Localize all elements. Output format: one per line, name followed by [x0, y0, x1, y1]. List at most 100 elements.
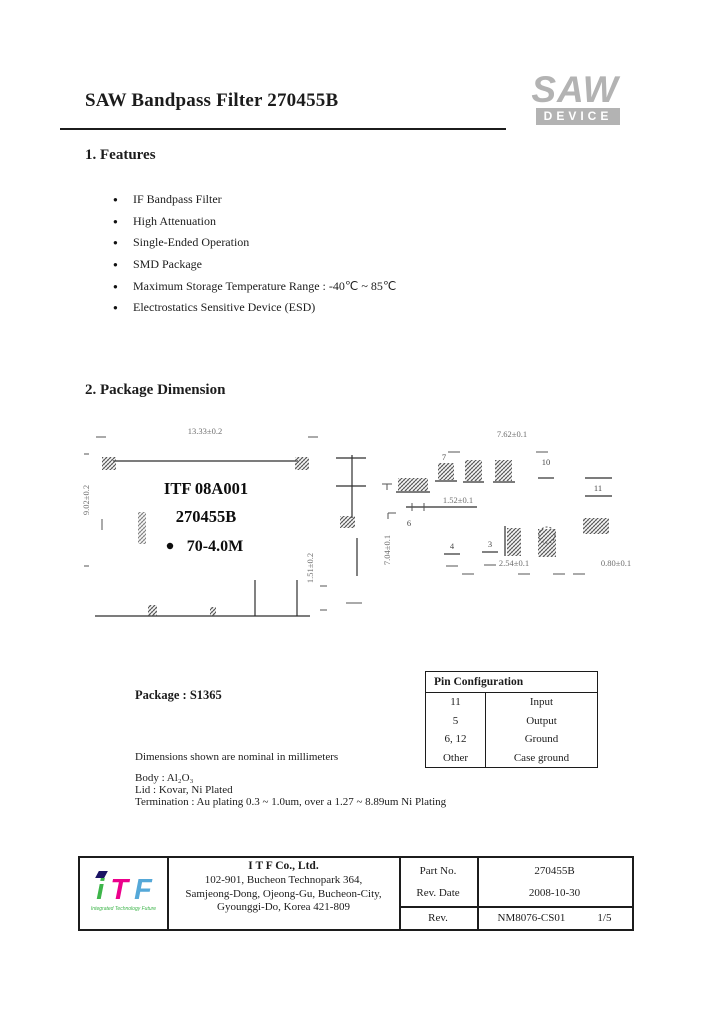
pin-number: Other: [442, 751, 469, 764]
dim-body-width: 13.33±0.2: [188, 426, 222, 436]
pin-label-6: 6: [407, 518, 411, 528]
itf-logo-letters: i T F: [95, 871, 152, 906]
note-termination: Termination : Au plating 0.3 ~ 1.0um, ov…: [135, 796, 447, 808]
saw-logo-word: SAW: [531, 69, 619, 110]
part-no-label: Part No.: [419, 865, 457, 877]
pad: [465, 460, 482, 481]
pin-function: Case ground: [485, 748, 597, 767]
corner-hatch: [295, 457, 309, 470]
address-line: Samjeong-Dong, Ojeong-Gu, Bucheon-City,: [185, 887, 382, 900]
list-item: ● Single-Ended Operation: [113, 232, 396, 254]
pin-number: 11: [450, 696, 461, 709]
pin-number: 6, 12: [444, 733, 467, 746]
dim-pad-row-width: 7.62±0.1: [497, 429, 527, 439]
itf-logo-accent: [95, 871, 109, 878]
company-address: I T F Co., Ltd. 102-901, Bucheon Technop…: [169, 860, 398, 915]
list-item: ● High Attenuation: [113, 211, 396, 233]
footer-divider: [167, 858, 169, 929]
pin-function: Input: [485, 693, 597, 712]
pin-label-11: 11: [594, 483, 602, 493]
pad: [438, 463, 454, 480]
pin-number: 5: [452, 714, 459, 727]
footer-divider: [477, 858, 479, 929]
pin-label-7: 7: [442, 452, 446, 462]
footer-divider: [399, 906, 632, 908]
saw-device-logo: SAW DEVICE: [524, 69, 626, 125]
address-line: Gyounggi-Do, Korea 421-809: [217, 901, 350, 914]
note-body-material: Body : Al₂O₃: [135, 772, 194, 784]
dim-pad-width: 0.80±0.1: [601, 558, 631, 568]
package-dimension-heading: 2. Package Dimension: [85, 382, 226, 398]
footer-divider: [399, 858, 401, 929]
side-hatch: [340, 516, 355, 528]
marking-line-1: ITF 08A001: [164, 479, 248, 498]
bullet-icon: ●: [113, 238, 118, 248]
feature-text: Maximum Storage Temperature Range : -40℃…: [133, 278, 397, 293]
feature-text: Single-Ended Operation: [133, 235, 250, 250]
footer-table: i T F Integrated Technology Future I T F…: [78, 856, 634, 931]
package-type-label: Package : S1365: [135, 688, 222, 702]
pad: [495, 460, 512, 481]
package-dimension-drawing: 13.33±0.2 ITF 08A001 270455B 70-4.0M 9.0…: [81, 426, 631, 617]
marking-line-3: 70-4.0M: [187, 538, 243, 555]
feature-text: IF Bandpass Filter: [133, 192, 222, 207]
bullet-icon: ●: [113, 281, 118, 291]
corner-hatch: [102, 457, 116, 470]
pin-function: Ground: [485, 730, 597, 749]
table-row: 6, 12 Ground: [426, 730, 597, 749]
bottom-hatch: [148, 605, 157, 616]
pin-configuration-table: Pin Configuration 11 Input 5 Output 6, 1…: [425, 671, 598, 768]
bullet-icon: ●: [113, 303, 118, 313]
title-divider: [60, 128, 506, 130]
bullet-icon: ●: [113, 216, 118, 226]
package-footprint-view: 7.62±0.1 7 10 11 1.52±0.1: [382, 429, 631, 575]
itf-letter-f: F: [134, 874, 152, 906]
list-item: ● SMD Package: [113, 254, 396, 276]
pad-outline: [538, 526, 556, 544]
package-top-view: 13.33±0.2 ITF 08A001 270455B 70-4.0M 9.0…: [81, 426, 366, 617]
rev-date-label: Rev. Date: [416, 887, 460, 899]
features-heading: 1. Features: [85, 147, 156, 163]
table-row: Other Case ground: [426, 748, 597, 767]
bullet-icon: ●: [113, 260, 118, 270]
feature-text: High Attenuation: [133, 213, 216, 228]
bullet-icon: ●: [113, 195, 118, 205]
pin-function: Output: [485, 711, 597, 730]
rev-date-value: 2008-10-30: [528, 887, 581, 899]
rev-value: NM8076-CS01: [497, 912, 566, 924]
list-item: ● IF Bandpass Filter: [113, 189, 396, 211]
note-lid-material: Lid : Kovar, Ni Plated: [135, 784, 233, 796]
package-side-view: [336, 455, 366, 604]
address-line: 102-901, Bucheon Technopark 364,: [204, 873, 363, 886]
table-row: 5 Output: [426, 711, 597, 730]
pin-label-4: 4: [450, 541, 455, 551]
itf-logo: i T F Integrated Technology Future: [80, 858, 167, 929]
pad: [507, 528, 521, 556]
itf-letter-i: i: [96, 874, 104, 906]
list-item: ● Maximum Storage Temperature Range : -40…: [113, 275, 396, 297]
note-dimensions: Dimensions shown are nominal in millimet…: [135, 751, 339, 763]
features-list: ● IF Bandpass Filter ● High Attenuation ● S…: [113, 189, 396, 319]
marking-bullet: [166, 542, 174, 550]
pin-label-3: 3: [488, 539, 492, 549]
marking-line-2: 270455B: [176, 507, 237, 526]
company-name: I T F Co., Ltd.: [248, 860, 319, 872]
saw-logo-device-badge: DEVICE: [536, 108, 620, 125]
itf-letter-t: T: [110, 874, 128, 906]
feature-text: SMD Package: [133, 257, 202, 272]
dim-pad-pitch: 2.54±0.1: [499, 558, 529, 568]
edge-hatch: [138, 512, 146, 544]
pin-config-title: Pin Configuration: [426, 672, 597, 693]
rev-value-cell: NM8076-CS01 1/5: [477, 907, 632, 929]
pin-label-10: 10: [542, 457, 551, 467]
itf-logo-tagline: Integrated Technology Future: [90, 906, 157, 912]
page-title: SAW Bandpass Filter 270455B: [85, 90, 339, 111]
pad: [583, 518, 609, 534]
pad: [398, 478, 428, 491]
bottom-hatch: [210, 607, 216, 616]
page-number: 1/5: [597, 912, 612, 924]
dim-row-spacing: 7.04±0.1: [382, 535, 392, 565]
dim-pad-length: 1.52±0.1: [443, 495, 473, 505]
dim-body-height: 9.02±0.2: [81, 485, 91, 515]
